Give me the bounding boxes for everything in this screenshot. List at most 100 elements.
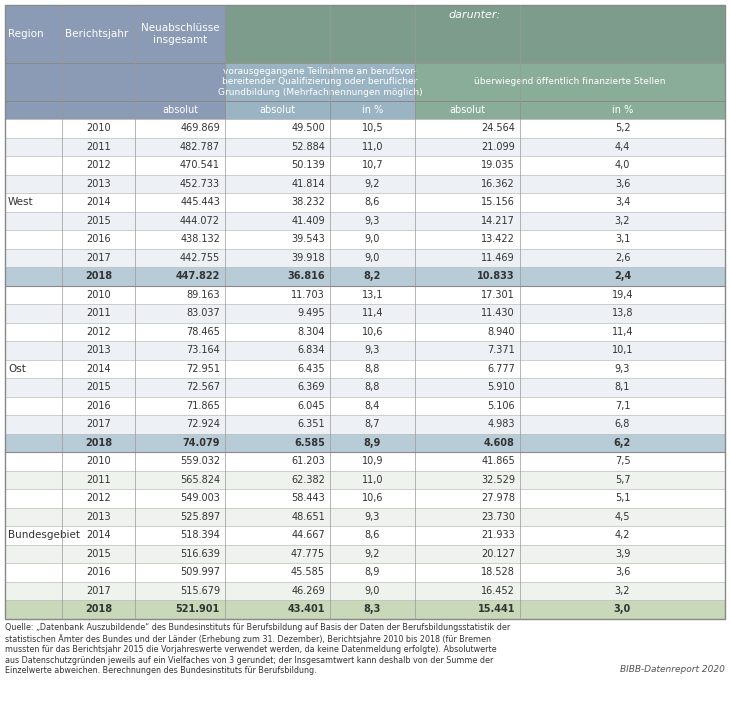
Text: 16.452: 16.452	[481, 586, 515, 596]
Text: 444.072: 444.072	[180, 216, 220, 226]
Text: 2016: 2016	[86, 567, 111, 577]
Text: 27.978: 27.978	[481, 493, 515, 503]
Bar	[5, 5, 225, 63]
Bar	[5, 508, 725, 526]
Text: 11,0: 11,0	[362, 475, 383, 485]
Text: 11.430: 11.430	[481, 308, 515, 318]
Text: 89.163: 89.163	[186, 290, 220, 300]
Text: 18.528: 18.528	[481, 567, 515, 577]
Text: 71.865: 71.865	[186, 401, 220, 411]
Bar	[5, 156, 725, 174]
Text: 8,9: 8,9	[365, 567, 380, 577]
Text: 10,6: 10,6	[362, 327, 383, 337]
Bar	[225, 101, 330, 119]
Text: 2011: 2011	[86, 475, 111, 485]
Text: 2014: 2014	[86, 197, 111, 207]
Bar	[5, 193, 725, 211]
Text: 8,1: 8,1	[615, 382, 630, 392]
Text: 549.003: 549.003	[180, 493, 220, 503]
Text: 3,2: 3,2	[615, 586, 630, 596]
Text: 19,4: 19,4	[612, 290, 633, 300]
Text: 41.865: 41.865	[481, 456, 515, 466]
Text: 2017: 2017	[86, 586, 111, 596]
Text: 3,0: 3,0	[614, 604, 631, 614]
Text: 78.465: 78.465	[186, 327, 220, 337]
Bar	[330, 101, 415, 119]
Text: 6.351: 6.351	[297, 419, 325, 429]
Text: 8,3: 8,3	[364, 604, 381, 614]
Text: 9,3: 9,3	[365, 512, 380, 522]
Text: 4.983: 4.983	[488, 419, 515, 429]
Text: Region: Region	[8, 29, 44, 39]
Text: 13,8: 13,8	[612, 308, 633, 318]
Text: 17.301: 17.301	[481, 290, 515, 300]
Text: 2010: 2010	[86, 456, 111, 466]
Text: 20.127: 20.127	[481, 549, 515, 559]
Text: 19.035: 19.035	[481, 160, 515, 170]
Text: 36.816: 36.816	[288, 271, 325, 281]
Text: 46.269: 46.269	[291, 586, 325, 596]
Text: 2017: 2017	[86, 419, 111, 429]
Text: 2017: 2017	[86, 253, 111, 263]
Text: 7.371: 7.371	[487, 345, 515, 355]
Text: 3,9: 3,9	[615, 549, 630, 559]
Text: Neuabschlüsse
insgesamt: Neuabschlüsse insgesamt	[141, 23, 219, 45]
Text: 469.869: 469.869	[180, 123, 220, 133]
Bar	[415, 63, 725, 101]
Text: 10,5: 10,5	[361, 123, 383, 133]
Text: 2014: 2014	[86, 364, 111, 374]
Text: 6.369: 6.369	[298, 382, 325, 392]
Text: 2013: 2013	[86, 345, 111, 355]
Text: 8,8: 8,8	[365, 364, 380, 374]
Text: 38.232: 38.232	[291, 197, 325, 207]
Bar	[5, 489, 725, 508]
Bar	[5, 378, 725, 397]
Text: 8,2: 8,2	[364, 271, 381, 281]
Text: 4,2: 4,2	[615, 530, 630, 540]
Text: 74.079: 74.079	[182, 438, 220, 448]
Text: 559.032: 559.032	[180, 456, 220, 466]
Text: 8,8: 8,8	[365, 382, 380, 392]
Bar	[5, 230, 725, 248]
Bar	[5, 174, 725, 193]
Text: 482.787: 482.787	[180, 142, 220, 152]
Bar	[5, 323, 725, 341]
Bar	[5, 471, 725, 489]
Text: 2018: 2018	[85, 271, 112, 281]
Text: 47.775: 47.775	[291, 549, 325, 559]
Text: 6.834: 6.834	[298, 345, 325, 355]
Text: 5,1: 5,1	[615, 493, 630, 503]
Bar	[5, 5, 725, 619]
Text: 44.667: 44.667	[291, 530, 325, 540]
Text: 3,6: 3,6	[615, 179, 630, 189]
Bar	[5, 304, 725, 323]
Text: 8,6: 8,6	[365, 530, 380, 540]
Text: 61.203: 61.203	[291, 456, 325, 466]
Text: 6,8: 6,8	[615, 419, 630, 429]
Text: 9,2: 9,2	[365, 179, 380, 189]
Text: 9,0: 9,0	[365, 234, 380, 244]
Bar	[5, 452, 725, 471]
Text: 5,7: 5,7	[615, 475, 630, 485]
Text: 2015: 2015	[86, 216, 111, 226]
Text: 50.139: 50.139	[291, 160, 325, 170]
Text: 72.924: 72.924	[186, 419, 220, 429]
Text: 525.897: 525.897	[180, 512, 220, 522]
Text: 8,4: 8,4	[365, 401, 380, 411]
Text: 518.394: 518.394	[180, 530, 220, 540]
Bar	[5, 63, 225, 101]
Text: Berichtsjahr: Berichtsjahr	[65, 29, 128, 39]
Bar	[415, 101, 520, 119]
Text: 2013: 2013	[86, 179, 111, 189]
Text: in %: in %	[612, 105, 633, 115]
Bar	[225, 63, 415, 101]
Text: 509.997: 509.997	[180, 567, 220, 577]
Text: 21.933: 21.933	[481, 530, 515, 540]
Bar	[5, 360, 725, 378]
Text: 516.639: 516.639	[180, 549, 220, 559]
Text: absolut: absolut	[259, 105, 296, 115]
Text: 3,2: 3,2	[615, 216, 630, 226]
Text: 10.833: 10.833	[477, 271, 515, 281]
Text: darunter:: darunter:	[449, 10, 501, 20]
Text: 2012: 2012	[86, 160, 111, 170]
